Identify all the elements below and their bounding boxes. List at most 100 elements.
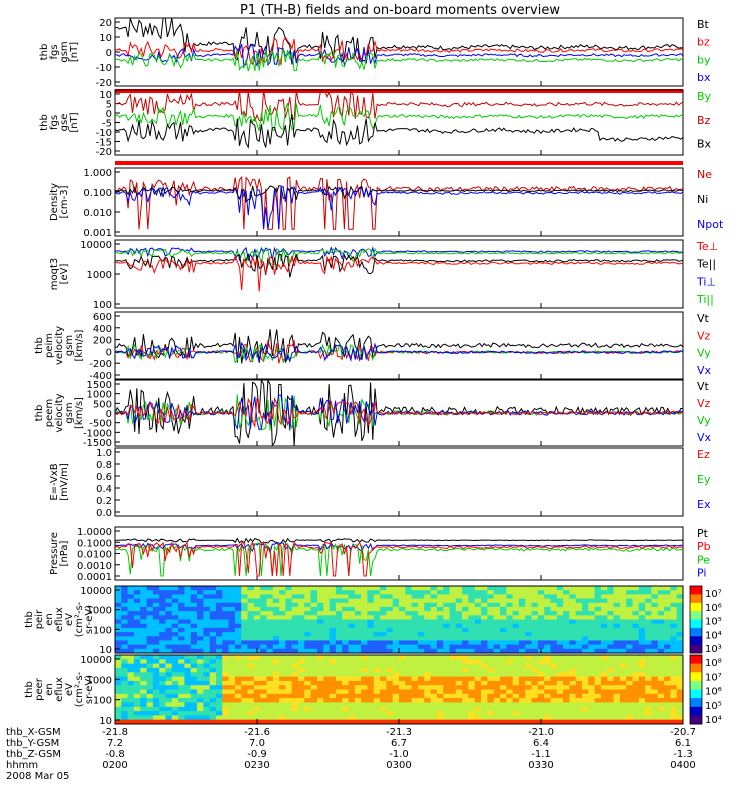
spectrogram-cell bbox=[209, 693, 217, 699]
spectrogram-cell bbox=[518, 676, 526, 682]
spectrogram-cell bbox=[234, 715, 242, 721]
spectrogram-cell bbox=[241, 619, 248, 625]
spectrogram-cell bbox=[563, 594, 570, 600]
spectrogram-cell bbox=[664, 636, 671, 641]
spectrogram-cell bbox=[550, 590, 558, 595]
spectrogram-cell bbox=[512, 615, 520, 620]
spectrogram-cell bbox=[279, 672, 286, 678]
spectrogram-cell bbox=[260, 693, 267, 699]
spectrogram-cell bbox=[481, 711, 488, 716]
spectrogram-cell bbox=[594, 715, 602, 721]
spectrogram-cell bbox=[234, 719, 242, 725]
spectrogram-cell bbox=[121, 702, 129, 708]
spectrogram-cell bbox=[569, 659, 577, 665]
spectrogram-cell bbox=[272, 663, 280, 669]
spectrogram-cell bbox=[455, 667, 463, 673]
spectrogram-cell bbox=[335, 594, 343, 600]
spectrogram-cell bbox=[203, 706, 211, 712]
spectrogram-cell bbox=[298, 719, 305, 725]
spectrogram-cell bbox=[228, 715, 236, 721]
spectrogram-cell bbox=[563, 706, 570, 712]
spectrogram-cell bbox=[500, 644, 507, 650]
spectrogram-cell bbox=[323, 615, 331, 620]
spectrogram-cell bbox=[550, 689, 558, 695]
spectrogram-cell bbox=[146, 719, 154, 725]
spectrogram-cell bbox=[537, 619, 545, 625]
spectrogram-cell bbox=[588, 698, 596, 703]
spectrogram-cell bbox=[436, 672, 444, 678]
spectrogram-cell bbox=[373, 636, 381, 641]
spectrogram-cell bbox=[436, 693, 444, 699]
spectrogram-cell bbox=[468, 602, 476, 608]
spectrogram-cell bbox=[171, 672, 179, 678]
spectrogram-cell bbox=[209, 636, 217, 641]
spectrogram-cell bbox=[373, 640, 381, 646]
spectrogram-cell bbox=[373, 619, 381, 625]
spectrogram-cell bbox=[455, 590, 463, 595]
spectrogram-cell bbox=[140, 702, 147, 708]
spectrogram-cell bbox=[354, 623, 362, 629]
spectrogram-cell bbox=[651, 685, 659, 690]
spectrogram-cell bbox=[670, 702, 678, 708]
spectrogram-cell bbox=[342, 602, 349, 608]
spectrogram-cell bbox=[115, 640, 122, 646]
spectrogram-cell bbox=[417, 611, 425, 616]
spectrogram-cell bbox=[638, 648, 646, 654]
spectrogram-cell bbox=[329, 644, 337, 650]
spectrogram-cell bbox=[291, 698, 299, 703]
spectrogram-cell bbox=[272, 676, 280, 682]
spectrogram-cell bbox=[436, 636, 444, 641]
spectrogram-cell bbox=[133, 590, 141, 595]
spectrogram-cell bbox=[184, 611, 192, 616]
spectrogram-cell bbox=[115, 619, 122, 625]
spectrogram-cell bbox=[474, 611, 482, 616]
spectrogram-cell bbox=[676, 672, 684, 678]
spectrogram-cell bbox=[121, 676, 129, 682]
spectrogram-cell bbox=[399, 594, 406, 600]
spectrogram-cell bbox=[556, 644, 564, 650]
spectrogram-cell bbox=[651, 606, 659, 612]
spectrogram-cell bbox=[222, 636, 230, 641]
spectrogram-cell bbox=[171, 663, 179, 669]
spectrogram-cell bbox=[544, 640, 551, 646]
spectrogram-cell bbox=[386, 655, 394, 660]
spectrogram-cell bbox=[582, 680, 589, 686]
spectrogram-cell bbox=[417, 598, 425, 604]
ephemeris-value: -21.0 bbox=[528, 727, 554, 738]
spectrogram-cell bbox=[619, 623, 627, 629]
spectrogram-cell bbox=[582, 667, 589, 673]
spectrogram-cell bbox=[165, 702, 173, 708]
spectrogram-cell bbox=[468, 627, 476, 633]
spectrogram-cell bbox=[310, 644, 318, 650]
spectrogram-cell bbox=[632, 606, 640, 612]
spectrogram-cell bbox=[234, 702, 242, 708]
ephemeris-value: -21.3 bbox=[386, 727, 412, 738]
spectrogram-cell bbox=[664, 627, 671, 633]
spectrogram-cell bbox=[582, 640, 589, 646]
spectrogram-cell bbox=[594, 672, 602, 678]
spectrogram-cell bbox=[203, 594, 211, 600]
spectrogram-cell bbox=[298, 632, 305, 637]
spectrogram-cell bbox=[209, 685, 217, 690]
spectrogram-cell bbox=[241, 623, 248, 629]
spectrogram-cell bbox=[493, 659, 501, 665]
spectrogram-cell bbox=[594, 676, 602, 682]
spectrogram-cell bbox=[209, 689, 217, 695]
spectrogram-cell bbox=[670, 659, 678, 665]
spectrogram-cell bbox=[152, 636, 160, 641]
spectrogram-cell bbox=[222, 586, 230, 591]
spectrogram-cell bbox=[436, 640, 444, 646]
spectrogram-cell bbox=[537, 640, 545, 646]
spectrogram-cell bbox=[323, 689, 331, 695]
spectrogram-cell bbox=[247, 636, 255, 641]
spectrogram-cell bbox=[146, 648, 154, 654]
spectrogram-cell bbox=[373, 594, 381, 600]
spectrogram-cell bbox=[348, 590, 356, 595]
spectrogram-cell bbox=[506, 598, 514, 604]
ephemeris-value: -1.3 bbox=[673, 749, 693, 760]
spectrogram-cell bbox=[481, 602, 488, 608]
spectrogram-cell bbox=[455, 655, 463, 660]
spectrogram-cell bbox=[399, 648, 406, 654]
y-tick-label: -10 bbox=[96, 128, 112, 139]
spectrogram-cell bbox=[392, 715, 400, 721]
